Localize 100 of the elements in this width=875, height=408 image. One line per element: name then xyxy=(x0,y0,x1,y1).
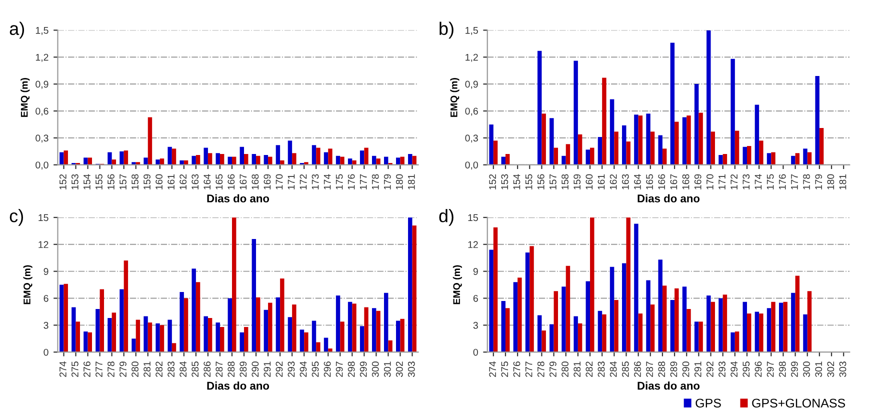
x-tick-label: 295 xyxy=(312,362,319,377)
x-tick-label: 298 xyxy=(348,362,355,377)
y-tick-label: 0,6 xyxy=(465,108,478,116)
y-tick-label: 1,2 xyxy=(466,54,478,62)
x-tick-label: 179 xyxy=(815,174,822,190)
x-tick-label: 279 xyxy=(550,362,556,377)
x-tick-label: 299 xyxy=(360,362,367,377)
y-tick-label: 0,3 xyxy=(465,134,478,143)
x-tick-label: 275 xyxy=(72,362,78,377)
x-tick-label: 278 xyxy=(108,362,114,377)
x-tick-label: 301 xyxy=(815,362,822,377)
y-tick-label: 15 xyxy=(468,214,478,222)
x-tick-label: 280 xyxy=(562,362,568,377)
y-tick-label: 0 xyxy=(44,348,48,356)
x-tick-label: 157 xyxy=(120,174,126,190)
x-tick-label: 179 xyxy=(384,174,391,190)
x-tick-label: 281 xyxy=(574,362,581,377)
chart-title: a) xyxy=(10,22,24,39)
x-tick-label: 176 xyxy=(348,174,355,190)
y-tick-label: 0,3 xyxy=(36,134,48,143)
x-tick-label: 295 xyxy=(742,362,750,377)
x-tick-label: 289 xyxy=(670,362,678,377)
x-tick-label: 275 xyxy=(501,362,508,377)
y-tick-label: 9 xyxy=(473,268,478,275)
x-tick-label: 288 xyxy=(658,362,666,377)
y-tick-label: 0,6 xyxy=(36,108,48,116)
x-tick-label: 302 xyxy=(396,362,403,377)
y-tick-label: 3 xyxy=(473,322,478,329)
x-tick-label: 162 xyxy=(180,174,187,190)
x-tick-label: 170 xyxy=(276,174,283,190)
x-tick-label: 181 xyxy=(839,174,846,190)
y-axis-title: EMQ (m) xyxy=(450,78,460,117)
x-tick-label: 286 xyxy=(204,362,211,377)
x-tick-label: 284 xyxy=(610,361,617,377)
x-tick-label: 274 xyxy=(489,361,496,377)
y-tick-label: 12 xyxy=(38,241,48,248)
y-tick-label: 0,9 xyxy=(36,80,48,89)
y-tick-label: 0,0 xyxy=(465,162,478,170)
x-tick-label: 294 xyxy=(730,361,738,377)
y-tick-label: 12 xyxy=(468,241,478,248)
x-tick-label: 154 xyxy=(84,174,90,190)
x-tick-label: 163 xyxy=(192,174,199,190)
x-tick-label: 166 xyxy=(228,174,235,190)
x-tick-label: 180 xyxy=(827,174,834,190)
x-tick-label: 159 xyxy=(574,174,581,190)
x-tick-label: 156 xyxy=(108,174,114,190)
x-tick-label: 277 xyxy=(96,362,102,377)
x-tick-label: 303 xyxy=(408,362,415,377)
x-tick-label: 296 xyxy=(324,362,331,377)
x-tick-label: 167 xyxy=(670,174,678,190)
y-axis-title: EMQ (m) xyxy=(452,265,462,304)
x-tick-label: 299 xyxy=(791,362,798,377)
x-tick-label: 164 xyxy=(634,174,641,190)
x-tick-label: 169 xyxy=(694,174,702,190)
x-tick-label: 158 xyxy=(132,174,138,190)
x-tick-label: 168 xyxy=(682,174,690,190)
x-tick-label: 164 xyxy=(204,174,211,190)
x-tick-label: 173 xyxy=(742,174,750,190)
legend-label: GPS+GLONASS xyxy=(752,398,846,408)
x-tick-label: 278 xyxy=(537,362,544,377)
x-tick-label: 155 xyxy=(96,174,102,190)
x-tick-label: 174 xyxy=(754,174,762,190)
x-tick-label: 152 xyxy=(489,174,496,190)
x-tick-label: 277 xyxy=(525,362,532,377)
x-axis-title: Dias do ano xyxy=(638,194,700,202)
x-tick-label: 172 xyxy=(300,174,307,190)
x-tick-label: 303 xyxy=(839,362,846,377)
x-tick-label: 162 xyxy=(610,174,617,190)
x-tick-label: 177 xyxy=(360,174,367,190)
x-tick-label: 171 xyxy=(718,174,726,190)
x-tick-label: 293 xyxy=(718,362,726,377)
x-tick-label: 276 xyxy=(84,362,90,377)
x-tick-label: 287 xyxy=(216,362,223,377)
x-tick-label: 279 xyxy=(120,362,126,377)
x-tick-label: 297 xyxy=(766,362,774,377)
x-tick-label: 152 xyxy=(59,174,66,190)
x-tick-label: 302 xyxy=(827,362,834,377)
x-tick-label: 284 xyxy=(180,361,187,377)
x-tick-label: 292 xyxy=(706,362,714,377)
y-tick-label: 6 xyxy=(44,294,48,302)
x-tick-label: 153 xyxy=(72,174,78,190)
x-tick-label: 165 xyxy=(646,174,653,190)
y-tick-label: 1,5 xyxy=(36,27,48,35)
y-tick-label: 1,5 xyxy=(466,27,478,35)
y-tick-label: 0 xyxy=(473,348,478,356)
y-tick-label: 3 xyxy=(44,322,48,329)
x-tick-label: 170 xyxy=(706,174,714,190)
x-tick-label: 301 xyxy=(384,362,391,377)
x-tick-label: 156 xyxy=(537,174,544,190)
y-tick-label: 15 xyxy=(38,214,48,222)
x-tick-label: 168 xyxy=(252,174,259,190)
x-tick-label: 175 xyxy=(766,174,774,190)
x-tick-label: 176 xyxy=(778,174,786,190)
x-tick-label: 292 xyxy=(276,362,283,377)
x-tick-label: 161 xyxy=(598,174,605,190)
x-tick-label: 289 xyxy=(240,362,247,377)
chart-title: d) xyxy=(439,209,454,226)
x-tick-label: 298 xyxy=(778,362,786,377)
x-tick-label: 153 xyxy=(501,174,508,190)
x-tick-label: 166 xyxy=(658,174,666,190)
